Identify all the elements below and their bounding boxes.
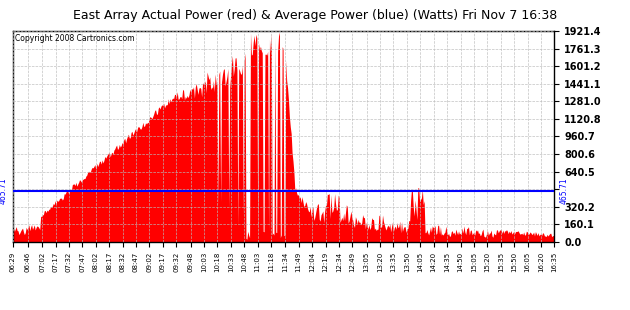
Text: 465.71: 465.71 <box>0 177 7 204</box>
Text: East Array Actual Power (red) & Average Power (blue) (Watts) Fri Nov 7 16:38: East Array Actual Power (red) & Average … <box>73 9 557 22</box>
Text: Copyright 2008 Cartronics.com: Copyright 2008 Cartronics.com <box>15 34 135 43</box>
Text: 465.71: 465.71 <box>560 177 569 204</box>
